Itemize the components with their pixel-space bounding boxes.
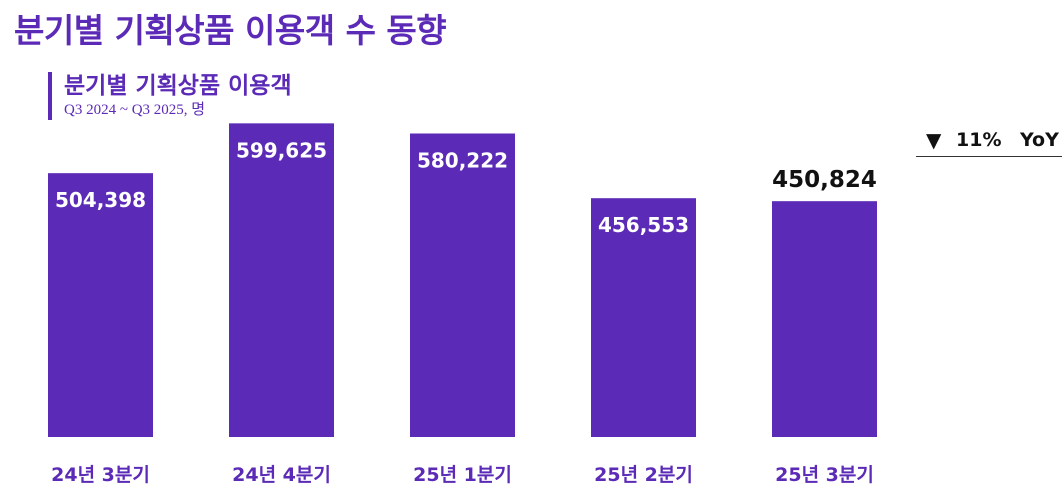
category-label: 24년 4분기 (232, 464, 331, 486)
bar-4 (591, 198, 696, 437)
bar-2 (229, 123, 334, 437)
yoy-label: YoY (1020, 129, 1059, 151)
bar-value-label: 456,553 (598, 213, 689, 237)
bar-value-label: 599,625 (236, 138, 327, 162)
chart-subtitle: 분기별 기획상품 이용객 (64, 73, 292, 99)
category-label: 25년 2분기 (594, 464, 693, 486)
down-triangle-icon: ▼ (926, 128, 942, 152)
chart-caption: Q3 2024 ~ Q3 2025, 명 (64, 102, 206, 118)
page-title: 분기별 기획상품 이용객 수 동향 (14, 11, 447, 50)
bar-5 (772, 201, 877, 437)
bar-value-label: 450,824 (772, 167, 877, 193)
chart-subtitle-block: 분기별 기획상품 이용객 Q3 2024 ~ Q3 2025, 명 (48, 72, 292, 120)
bar-3 (410, 133, 515, 437)
bar-value-label: 580,222 (417, 148, 508, 172)
bar-value-label: 504,398 (55, 188, 146, 212)
category-label: 25년 1분기 (413, 464, 512, 486)
bar-1 (48, 173, 153, 437)
category-label: 24년 3분기 (51, 464, 150, 486)
yoy-value: 11% (956, 129, 1002, 151)
yoy-indicator: ▼ 11% YoY (916, 126, 1062, 157)
category-label: 25년 3분기 (775, 464, 874, 486)
